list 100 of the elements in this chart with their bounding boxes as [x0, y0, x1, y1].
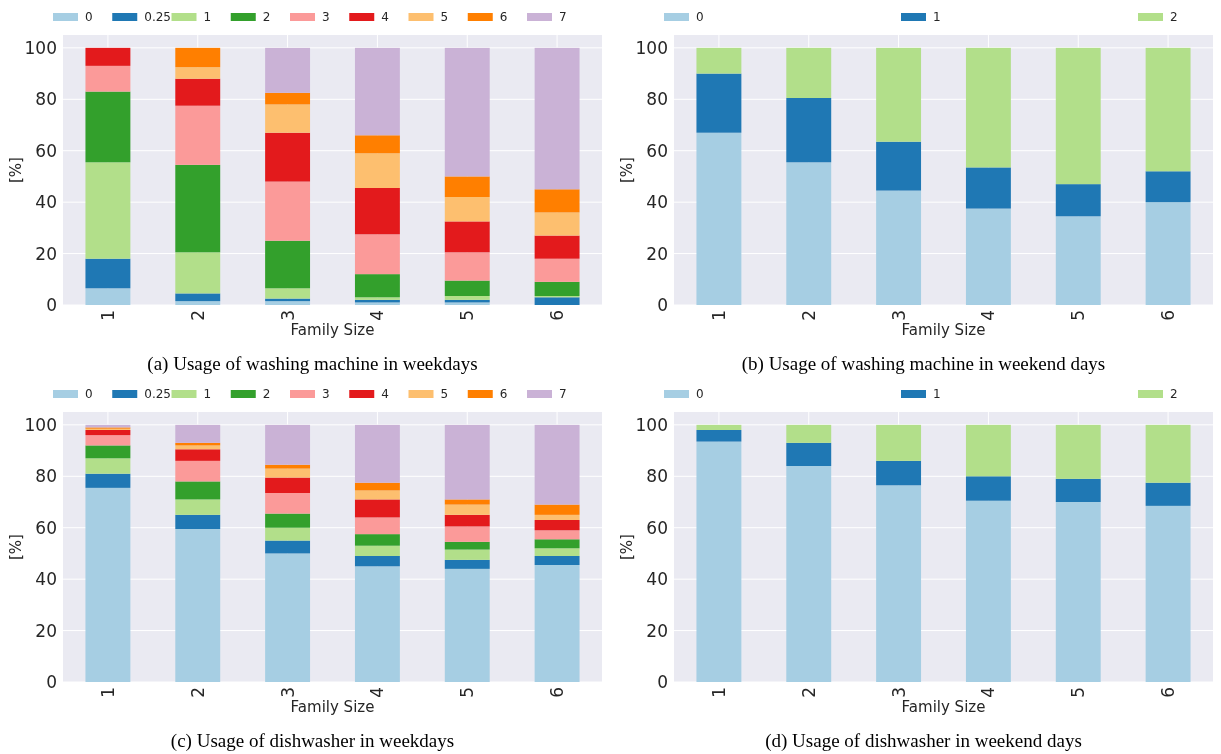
bar — [444, 541, 490, 550]
bar — [1145, 202, 1191, 305]
y-tick-label: 100 — [635, 414, 668, 435]
y-axis-title: [%] — [618, 157, 636, 183]
bar — [534, 258, 580, 282]
y-tick-label: 20 — [646, 620, 668, 641]
bar — [1145, 505, 1191, 682]
legend-label: 2 — [262, 10, 271, 24]
text: (b) Usage of washing machine in weekend days — [741, 353, 1106, 375]
x-tick-label: 3 — [277, 310, 298, 321]
y-tick-label: 0 — [46, 671, 57, 692]
y-tick-label: 40 — [646, 192, 668, 213]
bar — [444, 197, 490, 222]
bar — [876, 190, 922, 305]
y-tick-label: 20 — [35, 620, 57, 641]
bar — [1055, 47, 1101, 185]
text: (a) Usage of washing machine in weekdays — [147, 353, 478, 375]
bar — [1145, 47, 1191, 172]
bar — [175, 105, 221, 165]
bar — [444, 221, 490, 253]
bar — [786, 162, 832, 305]
bar — [965, 476, 1011, 501]
bar — [354, 517, 400, 535]
legend-label: 2 — [1170, 387, 1178, 401]
bar — [265, 92, 311, 105]
x-tick-label: 1 — [708, 687, 729, 698]
bar — [354, 153, 400, 188]
bar — [354, 566, 400, 682]
bar — [786, 466, 832, 682]
bar — [444, 568, 490, 682]
x-tick-label: 1 — [97, 310, 118, 321]
text: (c) Usage of dishwasher in weekdays — [170, 730, 455, 752]
legend-label: 3 — [322, 10, 330, 24]
bar — [534, 212, 580, 236]
x-tick-label: 3 — [277, 687, 298, 698]
bar — [354, 188, 400, 235]
bar — [354, 490, 400, 500]
bar — [534, 514, 580, 520]
legend-label: 5 — [440, 387, 449, 401]
bar — [1055, 424, 1101, 479]
bar — [534, 556, 580, 565]
bar — [265, 553, 311, 682]
bar — [534, 565, 580, 682]
bar — [354, 534, 400, 546]
bar — [354, 47, 400, 136]
bar — [534, 424, 580, 505]
bar — [85, 445, 131, 459]
bar — [444, 47, 490, 177]
x-tick-label: 4 — [978, 310, 999, 321]
y-tick-label: 0 — [657, 671, 668, 692]
x-tick-label: 5 — [457, 310, 478, 321]
legend-label: 0 — [696, 10, 704, 24]
bar — [444, 559, 490, 569]
bar — [175, 67, 221, 79]
bar — [1145, 171, 1191, 203]
bar — [696, 430, 742, 442]
bar — [786, 98, 832, 163]
bar — [534, 189, 580, 213]
bar — [534, 235, 580, 259]
y-tick-label: 80 — [646, 466, 668, 487]
bar — [354, 482, 400, 491]
legend-label: 6 — [499, 10, 508, 24]
y-tick-label: 20 — [35, 243, 57, 264]
y-tick-label: 40 — [646, 569, 668, 590]
x-tick-label: 2 — [187, 687, 208, 698]
bar — [265, 464, 311, 469]
y-tick-label: 40 — [35, 192, 57, 213]
bar — [444, 499, 490, 505]
legend-label: 2 — [262, 387, 271, 401]
y-tick-label: 60 — [646, 517, 668, 538]
x-tick-label: 4 — [367, 687, 388, 698]
x-tick-label: 6 — [1158, 687, 1179, 698]
bar — [175, 529, 221, 682]
y-tick-label: 20 — [646, 243, 668, 264]
legend-label: 7 — [559, 387, 567, 401]
y-tick-label: 40 — [35, 569, 57, 590]
bar — [85, 288, 131, 305]
x-tick-label: 2 — [798, 310, 819, 321]
x-axis-title: Family Size — [290, 698, 375, 716]
y-tick-label: 0 — [657, 294, 668, 315]
y-tick-label: 60 — [35, 517, 57, 538]
legend-label: 0.25 — [144, 387, 171, 401]
legend-label: 0.25 — [144, 10, 171, 24]
bar — [1145, 482, 1191, 506]
bar — [696, 73, 742, 133]
bar — [696, 132, 742, 305]
x-tick-label: 6 — [547, 687, 568, 698]
bar — [534, 548, 580, 556]
bar — [354, 424, 400, 483]
bar — [444, 504, 490, 515]
bar — [1055, 184, 1101, 217]
y-axis-title: [%] — [7, 157, 25, 183]
y-tick-label: 60 — [646, 140, 668, 161]
bar — [85, 47, 131, 66]
bar — [265, 527, 311, 541]
legend-label: 5 — [440, 10, 449, 24]
legend-label: 3 — [322, 387, 330, 401]
legend-label: 1 — [203, 10, 212, 24]
bar — [85, 430, 131, 436]
legend-label: 6 — [499, 387, 508, 401]
